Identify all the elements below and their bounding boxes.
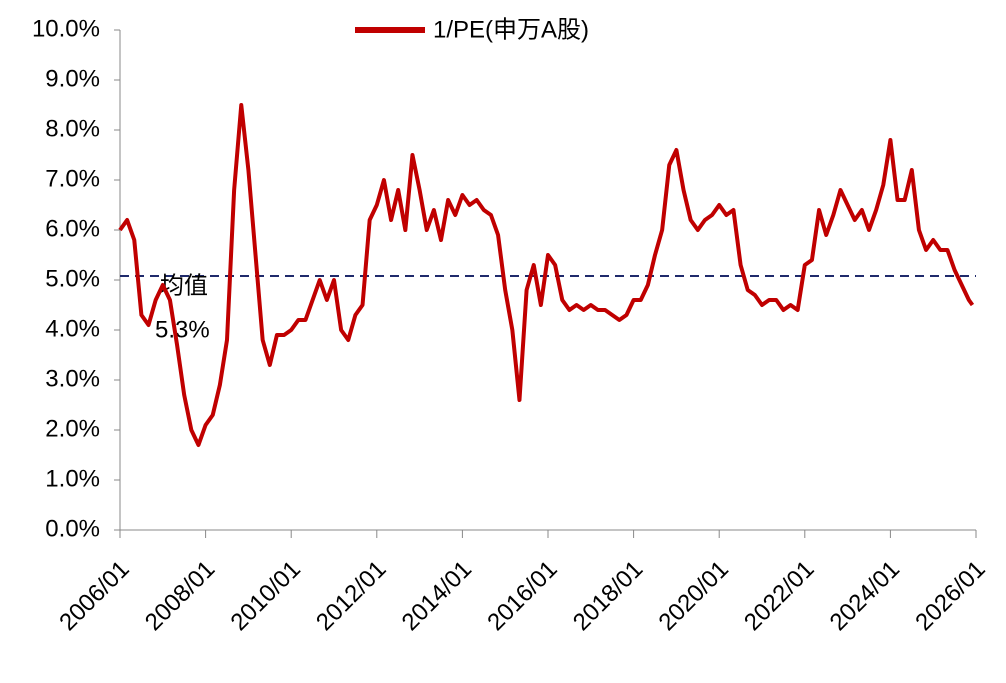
legend-label: 1/PE(申万A股) — [433, 16, 589, 43]
y-tick-label: 9.0% — [45, 65, 100, 92]
x-tick-label: 2010/01 — [225, 556, 305, 636]
y-tick-label: 6.0% — [45, 215, 100, 242]
y-tick-label: 0.0% — [45, 515, 100, 542]
y-tick-label: 1.0% — [45, 465, 100, 492]
y-tick-label: 5.0% — [45, 265, 100, 292]
x-tick-label: 2012/01 — [311, 556, 391, 636]
x-tick-label: 2022/01 — [739, 556, 819, 636]
x-tick-label: 2014/01 — [397, 556, 477, 636]
x-tick-label: 2020/01 — [653, 556, 733, 636]
x-tick-label: 2024/01 — [825, 556, 905, 636]
series-line — [118, 103, 975, 447]
mean-value: 5.3% — [155, 316, 210, 343]
y-tick-label: 2.0% — [45, 415, 100, 442]
x-tick-label: 2018/01 — [568, 556, 648, 636]
y-tick-label: 3.0% — [45, 365, 100, 392]
y-tick-label: 4.0% — [45, 315, 100, 342]
x-tick-label: 2006/01 — [54, 556, 134, 636]
x-tick-label: 2008/01 — [140, 556, 220, 636]
x-tick-label: 2016/01 — [482, 556, 562, 636]
y-tick-label: 10.0% — [32, 15, 100, 42]
y-tick-label: 8.0% — [45, 115, 100, 142]
x-tick-label: 2026/01 — [910, 556, 990, 636]
y-tick-label: 7.0% — [45, 165, 100, 192]
